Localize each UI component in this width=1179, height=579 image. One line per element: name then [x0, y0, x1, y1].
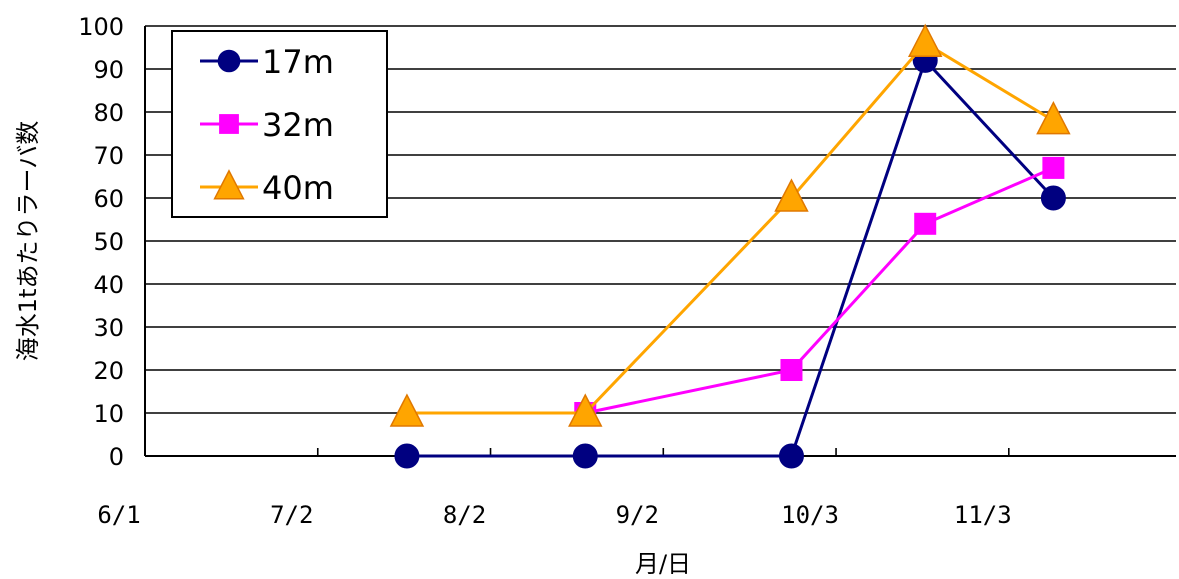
data-point-triangle	[389, 393, 425, 427]
x-axis-ticks: 6/1 7/2 8/2 9/2 10/3 11/3	[97, 448, 1012, 529]
series-32m	[574, 156, 1065, 424]
x-axis-title: 月/日	[635, 550, 691, 578]
y-tick-label: 100	[78, 13, 124, 41]
data-point-circle	[1040, 185, 1066, 211]
y-tick-label: 40	[93, 271, 124, 299]
legend: 17m 32m 40m	[171, 30, 388, 218]
legend-item-17m: 17m	[200, 43, 334, 81]
data-point-circle	[778, 443, 804, 469]
data-point-circle	[572, 443, 598, 469]
data-point-triangle	[1036, 100, 1071, 135]
y-tick-label: 80	[93, 99, 124, 127]
y-tick-label: 50	[93, 228, 124, 256]
series-line	[406, 41, 1055, 415]
series-layer	[389, 23, 1071, 469]
y-tick-label: 0	[109, 443, 124, 471]
x-tick-label: 9/2	[616, 501, 659, 529]
x-tick-label: 8/2	[443, 501, 486, 529]
y-axis-ticks: 0 10 20 30 40 50 60 70 80 90 100	[78, 13, 124, 471]
data-point-triangle	[568, 393, 603, 427]
data-point-triangle	[774, 178, 809, 212]
x-tick-label: 11/3	[954, 501, 1012, 529]
data-point-square	[780, 359, 803, 381]
y-tick-label: 70	[93, 142, 124, 170]
legend-label: 17m	[262, 43, 334, 81]
legend-label: 32m	[262, 106, 334, 144]
series-line	[584, 166, 1054, 415]
series-40m	[389, 23, 1071, 427]
data-point-triangle	[213, 169, 245, 200]
y-axis-title: 海水1tあたりラーバ数	[14, 121, 42, 361]
x-tick-label: 10/3	[781, 501, 839, 529]
data-point-circle	[394, 443, 420, 469]
y-tick-label: 30	[93, 314, 124, 342]
legend-label: 40m	[262, 169, 334, 207]
data-point-square	[1042, 156, 1065, 179]
legend-item-32m: 32m	[200, 106, 334, 144]
y-tick-label: 20	[93, 357, 124, 385]
data-point-square	[219, 114, 239, 134]
y-tick-label: 90	[93, 56, 124, 84]
data-point-square	[914, 212, 937, 235]
data-point-circle	[217, 49, 241, 73]
data-point-triangle	[907, 23, 943, 57]
x-tick-label: 7/2	[270, 501, 313, 529]
series-line	[406, 57, 1055, 458]
x-tick-label: 6/1	[97, 501, 140, 529]
y-tick-label: 10	[93, 400, 124, 428]
legend-item-40m: 40m	[200, 169, 334, 207]
y-tick-label: 60	[93, 185, 124, 213]
